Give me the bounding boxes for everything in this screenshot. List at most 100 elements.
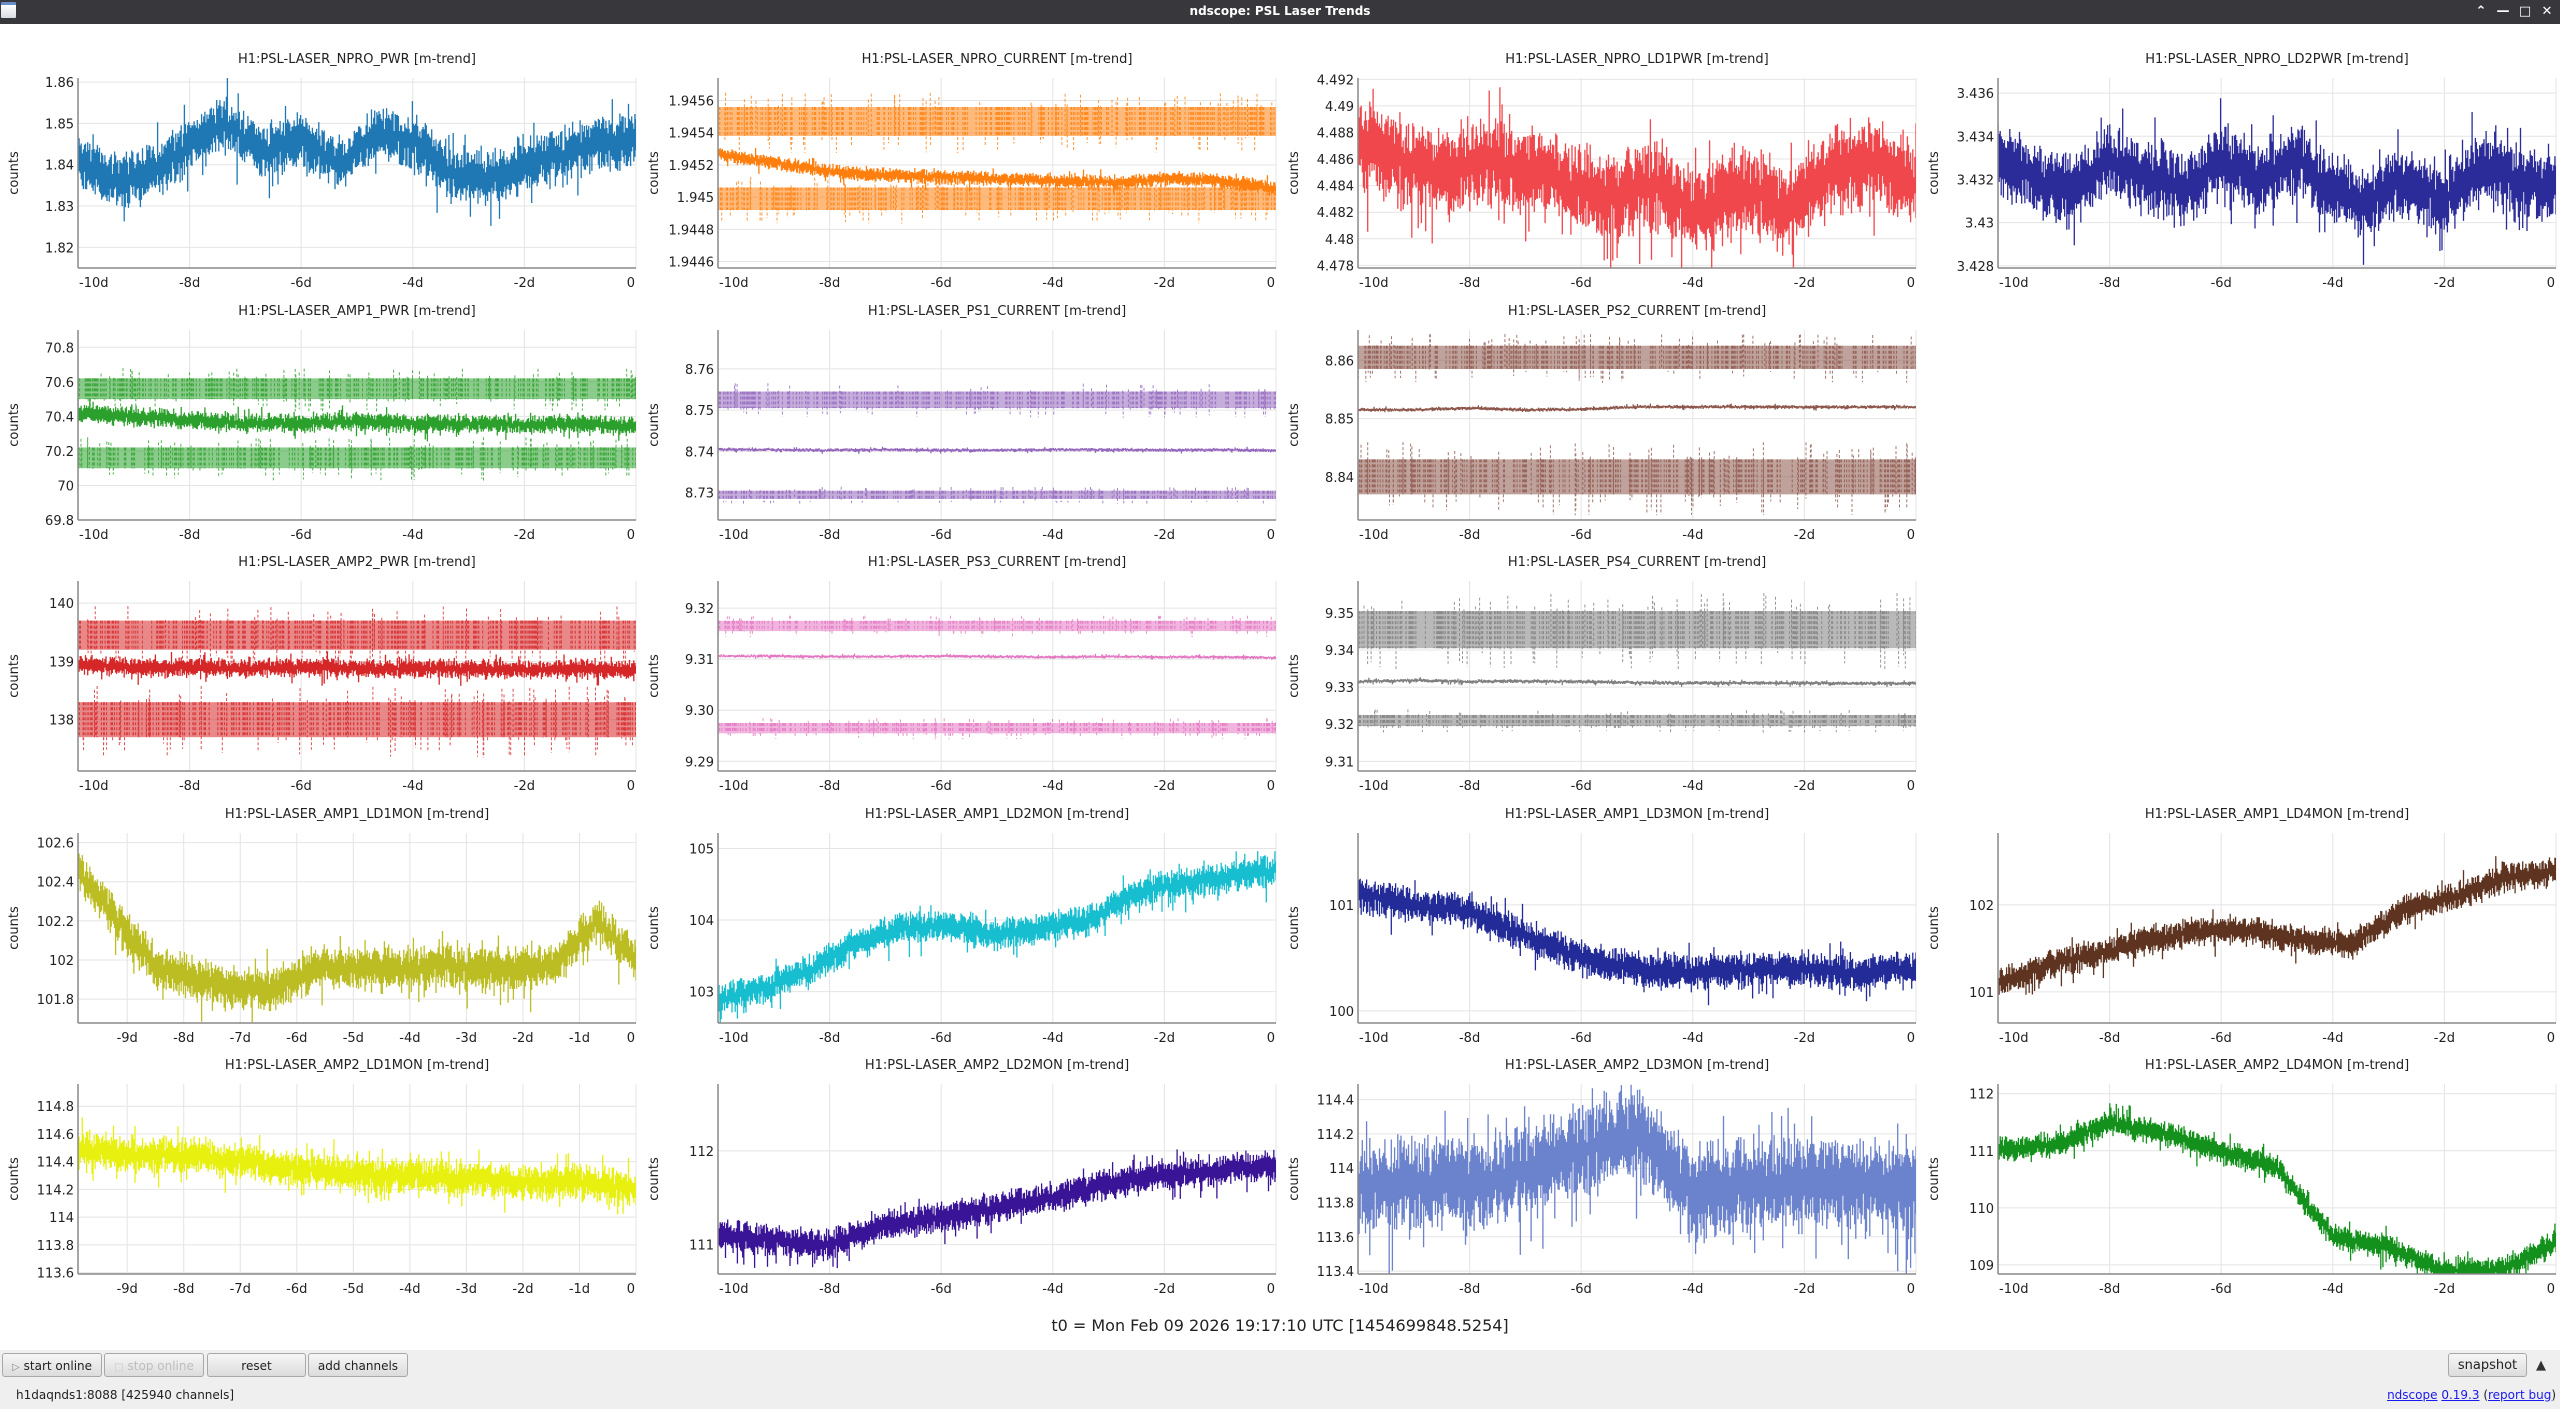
- band-stripes: [719, 92, 1275, 154]
- plot-panel[interactable]: H1:PSL-LASER_AMP1_LD3MON [m-trend] 100 101…: [1282, 803, 1922, 1054]
- plot-canvas[interactable]: 9.29 9.30 9.31 9.32 -10d -8d -6d -4d -2d 0 counts: [642, 551, 1282, 802]
- plot-canvas[interactable]: 8.73 8.74 8.75 8.76 -10d -8d -6d -4d -2d 0 counts: [642, 300, 1282, 551]
- plot-title: H1:PSL-LASER_NPRO_PWR [m-trend]: [238, 52, 476, 67]
- server-status: h1daqnds1:8088 [425940 channels]: [16, 1388, 235, 1402]
- trace-line: [1358, 677, 1916, 688]
- keep-above-icon[interactable]: ⌃: [2475, 4, 2487, 19]
- trace-group: [1358, 878, 1916, 1005]
- plot-panel[interactable]: H1:PSL-LASER_AMP1_LD2MON [m-trend] 103 104…: [642, 803, 1282, 1054]
- snapshot-button[interactable]: snapshot: [2448, 1353, 2527, 1377]
- stop-online-button: □ stop online: [104, 1353, 204, 1377]
- y-axis-label: counts: [7, 906, 22, 950]
- plot-canvas[interactable]: 103 104 105 -10d -8d -6d -4d -2d 0 counts: [642, 803, 1282, 1054]
- close-icon[interactable]: ✕: [2541, 4, 2553, 19]
- plot-panel[interactable]: H1:PSL-LASER_PS3_CURRENT [m-trend] 9.29 9.…: [642, 551, 1282, 802]
- plot-canvas[interactable]: 138 139 140 -10d -8d -6d -4d -2d 0 counts: [2, 551, 642, 802]
- add-channels-button[interactable]: add channels: [308, 1353, 408, 1377]
- x-tick-label: -2d: [2434, 276, 2455, 291]
- plot-canvas[interactable]: 8.84 8.85 8.86 -10d -8d -6d -4d -2d 0 counts: [1282, 300, 1922, 551]
- y-tick-label: 9.34: [1325, 644, 1354, 659]
- x-tick-label: -7d: [230, 1031, 251, 1046]
- plot-panel[interactable]: H1:PSL-LASER_AMP2_LD3MON [m-trend] 113.4 1…: [1282, 1054, 1922, 1305]
- plot-panel[interactable]: H1:PSL-LASER_AMP2_LD2MON [m-trend] 111 112…: [642, 1054, 1282, 1305]
- plot-panel[interactable]: H1:PSL-LASER_NPRO_LD2PWR [m-trend] 3.428 3…: [1922, 48, 2560, 299]
- plot-panel[interactable]: H1:PSL-LASER_AMP1_LD1MON [m-trend] 101.8 1…: [2, 803, 642, 1054]
- plot-panel[interactable]: H1:PSL-LASER_AMP2_LD4MON [m-trend] 109 110…: [1922, 1054, 2560, 1305]
- trace-group: [1998, 1103, 2556, 1274]
- plot-canvas[interactable]: 111 112 -10d -8d -6d -4d -2d 0 counts: [642, 1054, 1282, 1305]
- x-tick-label: -8d: [1459, 276, 1480, 291]
- plot-canvas[interactable]: 4.478 4.48 4.482 4.484 4.486 4.488 4.49 4.492 -1…: [1282, 48, 1922, 299]
- plot-canvas[interactable]: 100 101 -10d -8d -6d -4d -2d 0 counts: [1282, 803, 1922, 1054]
- plot-canvas[interactable]: 113.4 113.6 113.8 114 114.2 114.4 -10d -8d -6d -4…: [1282, 1054, 1922, 1305]
- y-tick-label: 101.8: [37, 993, 74, 1008]
- report-bug-link[interactable]: report bug: [2488, 1388, 2552, 1402]
- y-tick-label: 1.84: [45, 159, 74, 174]
- plot-title: H1:PSL-LASER_PS3_CURRENT [m-trend]: [867, 555, 1127, 570]
- minimize-icon[interactable]: —: [2496, 4, 2510, 19]
- plot-panel[interactable]: H1:PSL-LASER_PS2_CURRENT [m-trend] 8.84 8.…: [1282, 300, 1922, 551]
- y-tick-label: 100: [1329, 1004, 1354, 1019]
- y-axis-label: counts: [1287, 151, 1302, 195]
- expand-arrow-icon[interactable]: ▲: [2536, 1358, 2546, 1373]
- y-tick-label: 105: [689, 842, 714, 857]
- y-tick-label: 9.35: [1325, 607, 1354, 622]
- plot-canvas[interactable]: 69.8 70 70.2 70.4 70.6 70.8 -10d -8d -6d -4d -2d 0 c…: [2, 300, 642, 551]
- reset-button[interactable]: reset: [207, 1353, 306, 1377]
- maximize-icon[interactable]: □: [2518, 4, 2532, 19]
- y-axis-label: counts: [1287, 1157, 1302, 1201]
- y-axis-label: counts: [7, 151, 22, 195]
- y-tick-label: 102: [1969, 898, 1994, 913]
- x-tick-label: -8d: [1459, 1031, 1480, 1046]
- x-tick-label: -10d: [719, 1282, 749, 1297]
- y-tick-label: 4.484: [1317, 180, 1354, 195]
- plot-title: H1:PSL-LASER_NPRO_CURRENT [m-trend]: [861, 52, 1133, 67]
- plot-canvas[interactable]: 9.31 9.32 9.33 9.34 9.35 -10d -8d -6d -4d -2d 0 cou…: [1282, 551, 1922, 802]
- plot-panel[interactable]: H1:PSL-LASER_AMP1_PWR [m-trend] 69.8 70 70.…: [2, 300, 642, 551]
- plot-title: H1:PSL-LASER_AMP1_LD4MON [m-trend]: [2144, 806, 2410, 822]
- y-axis-label: counts: [647, 151, 662, 195]
- x-tick-labels: -10d -8d -6d -4d -2d 0: [719, 528, 1275, 543]
- x-tick-label: -10d: [79, 276, 109, 291]
- y-tick-label: 8.86: [1325, 354, 1354, 369]
- plot-panel[interactable]: H1:PSL-LASER_PS4_CURRENT [m-trend] 9.31 9.…: [1282, 551, 1922, 802]
- y-axis-label: counts: [1927, 151, 1942, 195]
- x-tick-label: -2d: [1154, 1282, 1175, 1297]
- y-tick-label: 112: [689, 1145, 714, 1160]
- y-tick-label: 1.9454: [669, 127, 715, 142]
- y-axis-label: counts: [647, 403, 662, 447]
- plot-canvas[interactable]: 1.82 1.83 1.84 1.85 1.86 -10d -8d -6d -4d -2d 0 cou…: [2, 48, 642, 299]
- plot-panel[interactable]: H1:PSL-LASER_PS1_CURRENT [m-trend] 8.73 8.…: [642, 300, 1282, 551]
- x-tick-label: -8d: [179, 276, 200, 291]
- x-tick-label: -2d: [1794, 779, 1815, 794]
- plot-panel[interactable]: H1:PSL-LASER_AMP2_PWR [m-trend] 138 139 140…: [2, 551, 642, 802]
- plot-panel[interactable]: H1:PSL-LASER_AMP1_LD4MON [m-trend] 101 102…: [1922, 803, 2560, 1054]
- y-tick-label: 3.432: [1957, 173, 1994, 188]
- x-tick-label: -6d: [2211, 1031, 2232, 1046]
- ndscope-link[interactable]: ndscope: [2387, 1388, 2438, 1402]
- y-tick-label: 4.482: [1317, 206, 1354, 221]
- trace-group: [78, 78, 636, 226]
- y-tick-label: 3.436: [1957, 87, 1994, 102]
- version-link[interactable]: 0.19.3: [2441, 1388, 2480, 1402]
- x-tick-label: -2d: [1154, 1031, 1175, 1046]
- plot-canvas[interactable]: 101.8 102 102.2 102.4 102.6 -9d -8d -7d -6d -5d -4…: [2, 803, 642, 1054]
- x-tick-label: -8d: [819, 1282, 840, 1297]
- plot-panel[interactable]: H1:PSL-LASER_NPRO_PWR [m-trend] 1.82 1.83 1…: [2, 48, 642, 299]
- x-tick-label: 0: [627, 1282, 635, 1297]
- start-online-button[interactable]: ▷ start online: [2, 1353, 102, 1377]
- plot-panel[interactable]: H1:PSL-LASER_AMP2_LD1MON [m-trend] 113.6 1…: [2, 1054, 642, 1305]
- plot-title: H1:PSL-LASER_AMP2_LD3MON [m-trend]: [1504, 1058, 1770, 1073]
- y-tick-label: 1.86: [45, 76, 74, 91]
- plot-canvas[interactable]: 3.428 3.43 3.432 3.434 3.436 -10d -8d -6d -4d -2d…: [1922, 48, 2560, 299]
- y-tick-label: 4.49: [1325, 100, 1354, 115]
- plot-panel[interactable]: H1:PSL-LASER_NPRO_CURRENT [m-trend] 1.944…: [642, 48, 1282, 299]
- plot-canvas[interactable]: 109 110 111 112 -10d -8d -6d -4d -2d 0 counts: [1922, 1054, 2560, 1305]
- y-tick-label: 8.84: [1325, 470, 1354, 485]
- y-tick-label: 110: [1969, 1202, 1994, 1217]
- plot-canvas[interactable]: 101 102 -10d -8d -6d -4d -2d 0 counts: [1922, 803, 2560, 1054]
- plot-panel[interactable]: H1:PSL-LASER_NPRO_LD1PWR [m-trend] 4.478 4…: [1282, 48, 1922, 299]
- band-stripes: [79, 606, 636, 667]
